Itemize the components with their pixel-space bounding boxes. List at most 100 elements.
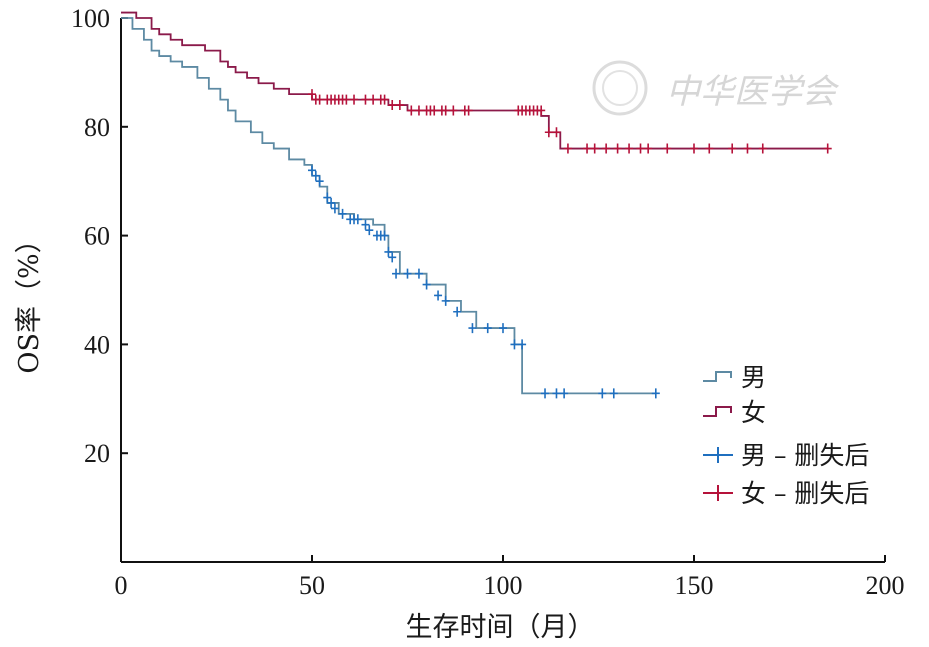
legend-swatch [703, 406, 732, 417]
censor-mark [544, 127, 553, 138]
watermark: 中华医学会 [592, 60, 840, 116]
censor-mark [552, 127, 561, 138]
censor-mark [690, 143, 698, 154]
censor-mark [308, 165, 316, 176]
censor-mark [453, 306, 462, 317]
y-axis-title: OS率（%） [14, 226, 45, 373]
censor-mark [644, 143, 653, 154]
censor-mark [430, 105, 439, 116]
censor-mark [361, 219, 370, 230]
censor-mark [414, 105, 423, 116]
censor-mark [552, 388, 561, 399]
x-tick-label: 150 [675, 571, 714, 600]
censor-mark [384, 246, 393, 257]
x-tick-label: 0 [115, 571, 128, 600]
censor-mark [403, 268, 412, 279]
y-tick-label: 60 [84, 222, 110, 251]
y-tick-label: 40 [84, 330, 110, 359]
censor-mark [353, 214, 362, 225]
censor-mark [663, 143, 672, 154]
legend-item: 女 [703, 398, 766, 427]
censor-mark [380, 230, 389, 241]
legend-swatch [703, 371, 732, 382]
censor-mark [598, 388, 607, 399]
censor-mark [625, 143, 634, 154]
legend-label: 男 – 删失后 [741, 441, 869, 470]
censor-mark [361, 94, 370, 105]
censor-mark [441, 105, 450, 116]
censor-mark [434, 290, 443, 301]
censor-mark [414, 268, 423, 279]
censor-mark [510, 339, 519, 350]
legend-swatch [703, 447, 733, 463]
legend-label: 女 [741, 398, 766, 427]
censor-mark [560, 388, 569, 399]
censor-mark [369, 94, 378, 105]
censor-mark [392, 268, 401, 279]
censor-mark [330, 203, 339, 214]
censor-mark [636, 143, 645, 154]
x-tick-label: 50 [299, 571, 325, 600]
censor-mark [590, 143, 599, 154]
x-ticks: 0 50 100 150 200 [115, 555, 905, 600]
censor-mark [327, 197, 336, 208]
censor-mark [609, 388, 618, 399]
censor-mark [499, 323, 507, 334]
censor-mark [441, 295, 450, 306]
censor-mark [541, 388, 550, 399]
censor-mark [483, 323, 492, 334]
legend-swatch [703, 485, 733, 501]
series-female [121, 11, 832, 154]
censor-mark [743, 143, 752, 154]
censor-mark [563, 143, 572, 154]
legend-item: 男 [703, 363, 766, 392]
censor-mark [422, 279, 431, 290]
censor-mark [705, 143, 714, 154]
legend-item: 女 – 删失后 [703, 479, 869, 508]
series-male [121, 17, 660, 399]
censor-mark [518, 339, 527, 350]
legend-item: 男 – 删失后 [703, 441, 869, 470]
censor-mark [350, 94, 359, 105]
watermark-text: 中华医学会 [666, 72, 840, 112]
censor-mark [468, 323, 477, 334]
y-tick-label: 80 [84, 113, 110, 142]
y-ticks: 20 40 60 80 100 [71, 4, 128, 468]
censor-mark [407, 105, 416, 116]
censor-mark [342, 94, 351, 105]
censor-mark [388, 100, 397, 111]
censor-mark [583, 143, 592, 154]
x-tick-label: 200 [866, 571, 905, 600]
censor-mark [613, 143, 622, 154]
censor-mark [651, 388, 660, 399]
x-axis-title: 生存时间（月） [406, 612, 595, 643]
censor-mark [395, 100, 404, 111]
censor-mark [311, 170, 320, 181]
censor-mark [365, 225, 374, 236]
censor-mark [323, 192, 332, 203]
censor-mark [758, 143, 767, 154]
watermark-seal-inner-icon [602, 70, 638, 106]
censor-mark [602, 143, 611, 154]
legend-label: 男 [741, 363, 766, 392]
censor-mark [823, 143, 832, 154]
censor-mark [464, 105, 473, 116]
legend-label: 女 – 删失后 [741, 479, 869, 508]
series-layer [121, 11, 832, 399]
x-tick-label: 100 [484, 571, 523, 600]
censor-mark [315, 176, 324, 187]
censor-mark [380, 94, 389, 105]
censor-mark [338, 208, 347, 219]
survival-curve-male [121, 17, 656, 395]
censor-mark [728, 143, 737, 154]
y-tick-label: 100 [71, 4, 110, 33]
y-tick-label: 20 [84, 439, 110, 468]
censor-mark [388, 252, 397, 263]
censor-mark [537, 105, 546, 116]
censor-mark [449, 105, 458, 116]
censor-mark [315, 94, 324, 105]
censor-mark [308, 89, 316, 100]
watermark-seal-icon [592, 60, 648, 116]
